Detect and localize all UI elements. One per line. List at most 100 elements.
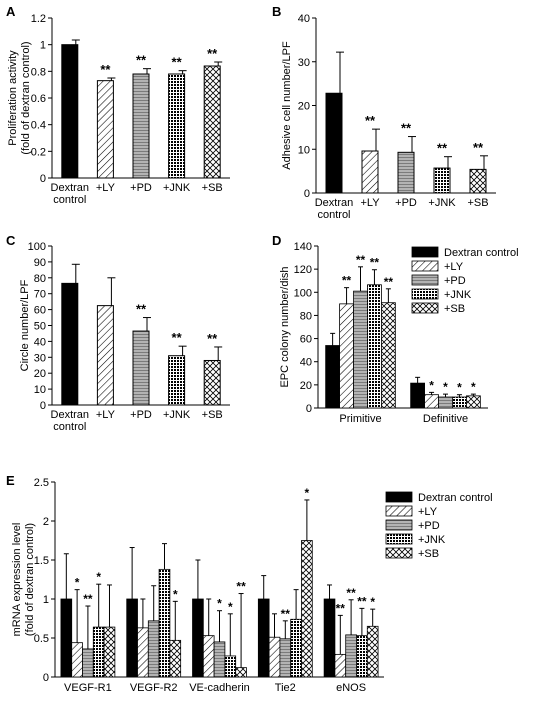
y-axis-label: Circle number/LPF — [19, 279, 31, 371]
significance-mark: * — [471, 380, 476, 394]
bar — [168, 73, 186, 179]
x-tick-label: Definitive — [423, 413, 468, 425]
significance-mark: ** — [342, 274, 352, 288]
y-tick-label: 120 — [294, 264, 312, 276]
y-tick-label: 0.4 — [31, 120, 46, 132]
significance-mark: ** — [207, 46, 218, 61]
significance-mark: ** — [346, 586, 356, 600]
x-tick-label: eNOS — [336, 682, 366, 694]
bar — [339, 303, 354, 409]
x-tick-label: VEGF-R1 — [64, 682, 112, 694]
y-tick-label: 30 — [34, 352, 46, 364]
significance-mark: ** — [365, 113, 376, 128]
x-tick-label: Dextran — [315, 197, 354, 209]
y-tick-label: 20 — [34, 368, 46, 380]
y-tick-label: 2.5 — [34, 477, 49, 489]
bar — [147, 620, 160, 678]
x-tick-label: VEGF-R2 — [130, 682, 178, 694]
x-tick-label: +JNK — [163, 409, 191, 421]
panel-c-chart: 0 10 20 30 40 50 60 70 80 90 100 Circle number/LPF D… — [19, 241, 230, 433]
legend-swatch — [385, 533, 413, 545]
x-tick-label: VE-cadherin — [189, 682, 250, 694]
x-tick-label: control — [53, 194, 86, 206]
bar — [126, 598, 138, 678]
x-tick-label: Dextran — [51, 409, 90, 421]
x-tick-label: +SB — [202, 409, 223, 421]
bar — [361, 150, 379, 194]
y-axis-label: Adhesive cell number/LPF — [281, 41, 293, 170]
y-tick-label: 70 — [34, 289, 46, 301]
bar — [397, 151, 415, 194]
bar — [92, 626, 105, 678]
x-tick-label: +LY — [96, 409, 116, 421]
y-tick-label: 20 — [300, 380, 312, 392]
panel-letter-b: B — [272, 4, 281, 19]
y-tick-label: 0 — [40, 400, 46, 412]
significance-mark: ** — [100, 62, 111, 77]
significance-mark: * — [305, 486, 310, 500]
y-tick-label: 1.2 — [31, 13, 46, 25]
significance-mark: ** — [207, 331, 218, 346]
significance-mark: * — [217, 597, 222, 611]
significance-mark: ** — [356, 253, 366, 267]
significance-mark: ** — [172, 330, 183, 345]
panel-letter-e: E — [6, 473, 15, 488]
legend-label: +PD — [418, 520, 440, 532]
legend-swatch — [385, 519, 413, 531]
bar — [132, 330, 150, 406]
legend-swatch — [411, 260, 439, 272]
x-tick-label: Primitive — [339, 413, 381, 425]
significance-mark: * — [228, 600, 233, 614]
legend-label: Dextran control — [418, 492, 493, 504]
significance-mark: * — [443, 380, 448, 394]
bar — [301, 540, 313, 678]
bar — [213, 641, 226, 678]
x-tick-label: +LY — [96, 182, 116, 194]
y-tick-label: 0.5 — [34, 633, 49, 645]
bar — [61, 282, 79, 406]
legend-label: Dextran control — [444, 247, 519, 259]
panel-letter-c: C — [6, 233, 16, 248]
x-tick-label: +LY — [360, 197, 380, 209]
legend-label: +JNK — [444, 289, 472, 301]
bar — [61, 44, 79, 179]
bar — [469, 168, 487, 194]
panel-letter-d: D — [272, 233, 281, 248]
bar — [268, 636, 281, 678]
y-tick-label: 2 — [43, 516, 49, 528]
legend-swatch — [385, 491, 413, 503]
significance-mark: * — [429, 378, 434, 392]
significance-mark: ** — [370, 256, 380, 270]
x-tick-label: control — [53, 421, 86, 433]
bar — [438, 396, 453, 409]
bar — [168, 355, 186, 406]
x-tick-label: Dextran — [51, 182, 90, 194]
panel-d-chart: 0 20 40 60 80 100 120 140 EPC colony number/dish… — [279, 241, 519, 425]
significance-mark: ** — [384, 275, 394, 289]
y-axis-label: (fold of dextran control) — [24, 523, 36, 636]
bar — [71, 642, 83, 678]
bar — [279, 638, 292, 678]
y-tick-label: 0 — [40, 173, 46, 185]
x-tick-label: +PD — [395, 197, 417, 209]
legend-label: +LY — [418, 506, 438, 518]
x-tick-label: control — [317, 209, 350, 221]
y-tick-label: 0.6 — [31, 93, 46, 105]
y-tick-label: 0 — [306, 403, 312, 415]
panel-e-chart: 0 0.5 1 1.5 2 2.5 mRNA expression level (fold o… — [11, 477, 493, 694]
significance-mark: * — [173, 587, 178, 601]
significance-mark: ** — [281, 607, 291, 621]
bar — [103, 626, 116, 678]
bar — [192, 598, 204, 678]
bar — [132, 73, 150, 179]
bar — [366, 625, 379, 678]
legend-label: +JNK — [418, 534, 446, 546]
y-axis-label: mRNA expression level — [11, 523, 23, 637]
y-tick-label: 10 — [34, 384, 46, 396]
x-tick-label: +SB — [467, 197, 488, 209]
significance-mark: ** — [401, 121, 412, 136]
y-tick-label: 0 — [304, 188, 310, 200]
y-tick-label: 140 — [294, 241, 312, 253]
significance-mark: ** — [336, 601, 346, 615]
bar — [158, 568, 171, 678]
